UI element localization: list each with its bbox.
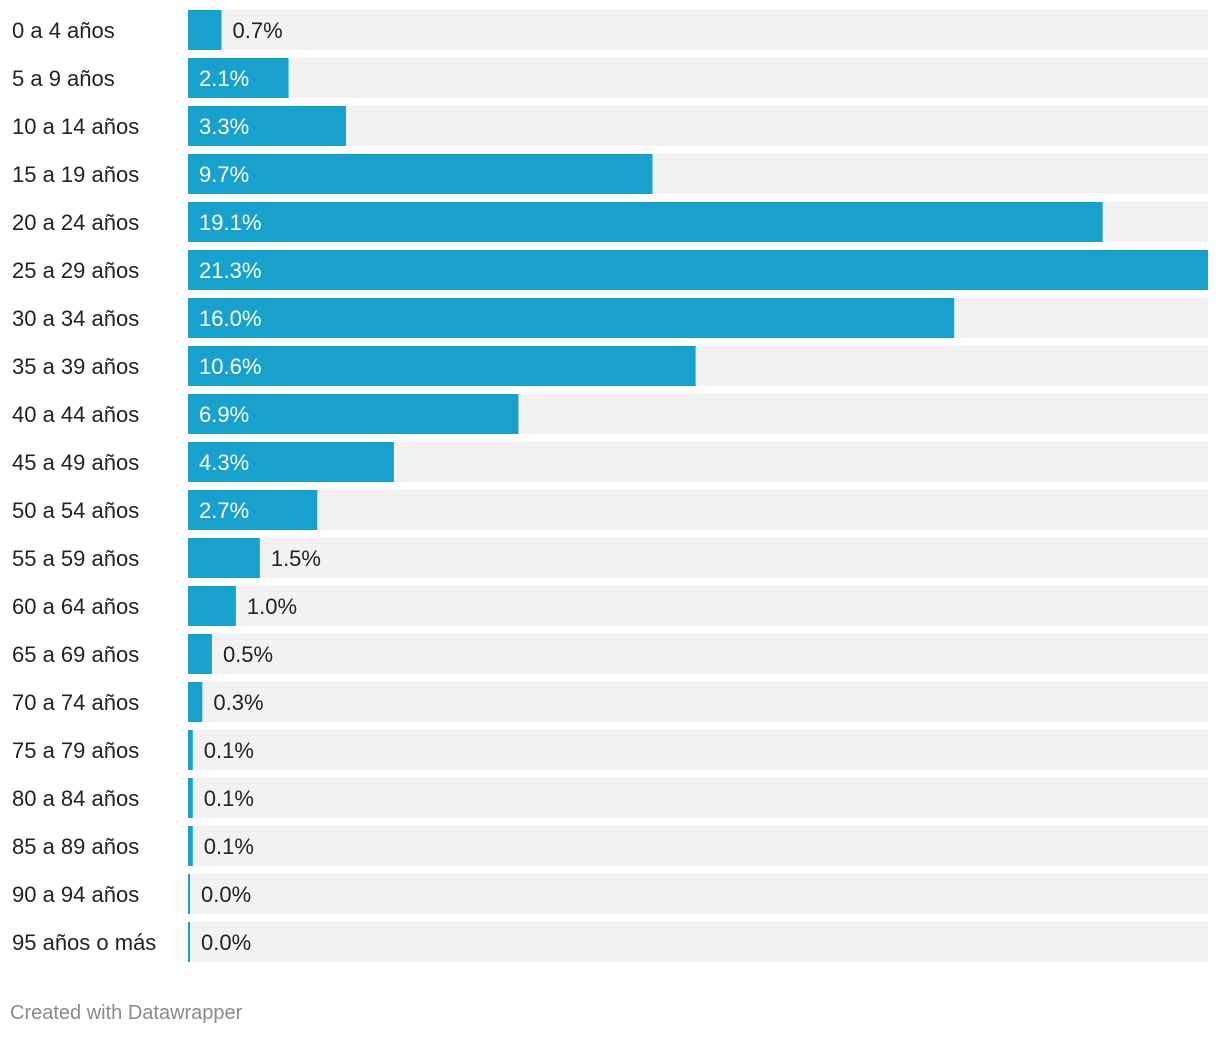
bar-track (188, 922, 1208, 962)
bar (188, 586, 236, 626)
category-label: 35 a 39 años (12, 354, 139, 379)
category-label: 65 a 69 años (12, 642, 139, 667)
value-label: 3.3% (199, 114, 249, 139)
category-label: 90 a 94 años (12, 882, 139, 907)
bar (188, 298, 955, 338)
bar-track (188, 730, 1208, 770)
value-label: 0.1% (204, 738, 254, 763)
bar (188, 538, 260, 578)
value-label: 16.0% (199, 306, 261, 331)
category-label: 45 a 49 años (12, 450, 139, 475)
bar-chart: 0 a 4 años 0.7% 5 a 9 años 2.1% 10 a 14 años… (12, 10, 1208, 962)
bar-track (188, 634, 1208, 674)
bar (188, 202, 1103, 242)
value-label: 0.5% (223, 642, 273, 667)
value-label: 21.3% (199, 258, 261, 283)
bar (188, 250, 1208, 290)
category-label: 20 a 24 años (12, 210, 139, 235)
value-label: 1.0% (247, 594, 297, 619)
bar-track (188, 490, 1208, 530)
value-label: 0.0% (201, 930, 251, 955)
value-label: 0.0% (201, 882, 251, 907)
category-label: 75 a 79 años (12, 738, 139, 763)
bar (188, 442, 394, 482)
category-label: 50 a 54 años (12, 498, 139, 523)
category-label: 80 a 84 años (12, 786, 139, 811)
bar-track (188, 58, 1208, 98)
category-label: 85 a 89 años (12, 834, 139, 859)
category-label: 15 a 19 años (12, 162, 139, 187)
value-label: 2.7% (199, 498, 249, 523)
bar (188, 826, 193, 866)
category-label: 5 a 9 años (12, 66, 115, 91)
bar (188, 58, 289, 98)
bar (188, 874, 190, 914)
value-label: 9.7% (199, 162, 249, 187)
category-label: 60 a 64 años (12, 594, 139, 619)
bar-track (188, 10, 1208, 50)
value-label: 0.3% (213, 690, 263, 715)
bar (188, 778, 193, 818)
bar (188, 730, 193, 770)
bar (188, 106, 347, 146)
category-label: 25 a 29 años (12, 258, 139, 283)
category-label: 95 años o más (12, 930, 156, 955)
value-label: 19.1% (199, 210, 261, 235)
category-label: 55 a 59 años (12, 546, 139, 571)
bar-track (188, 586, 1208, 626)
bar-track (188, 106, 1208, 146)
value-label: 2.1% (199, 66, 249, 91)
value-label: 0.1% (204, 834, 254, 859)
bar (188, 922, 190, 962)
value-label: 10.6% (199, 354, 261, 379)
bar (188, 154, 653, 194)
value-label: 0.1% (204, 786, 254, 811)
value-label: 6.9% (199, 402, 249, 427)
bar-track (188, 826, 1208, 866)
bar-track (188, 874, 1208, 914)
bar-track (188, 778, 1208, 818)
bar (188, 634, 212, 674)
bar-track (188, 538, 1208, 578)
category-label: 10 a 14 años (12, 114, 139, 139)
bar (188, 346, 696, 386)
bar (188, 490, 318, 530)
bar (188, 682, 203, 722)
value-label: 4.3% (199, 450, 249, 475)
value-label: 0.7% (233, 18, 283, 43)
category-label: 30 a 34 años (12, 306, 139, 331)
category-label: 40 a 44 años (12, 402, 139, 427)
bar (188, 10, 222, 50)
value-label: 1.5% (271, 546, 321, 571)
bar-track (188, 682, 1208, 722)
bar (188, 394, 519, 434)
category-label: 70 a 74 años (12, 690, 139, 715)
credit-footer: Created with Datawrapper (10, 1002, 243, 1024)
category-label: 0 a 4 años (12, 18, 115, 43)
